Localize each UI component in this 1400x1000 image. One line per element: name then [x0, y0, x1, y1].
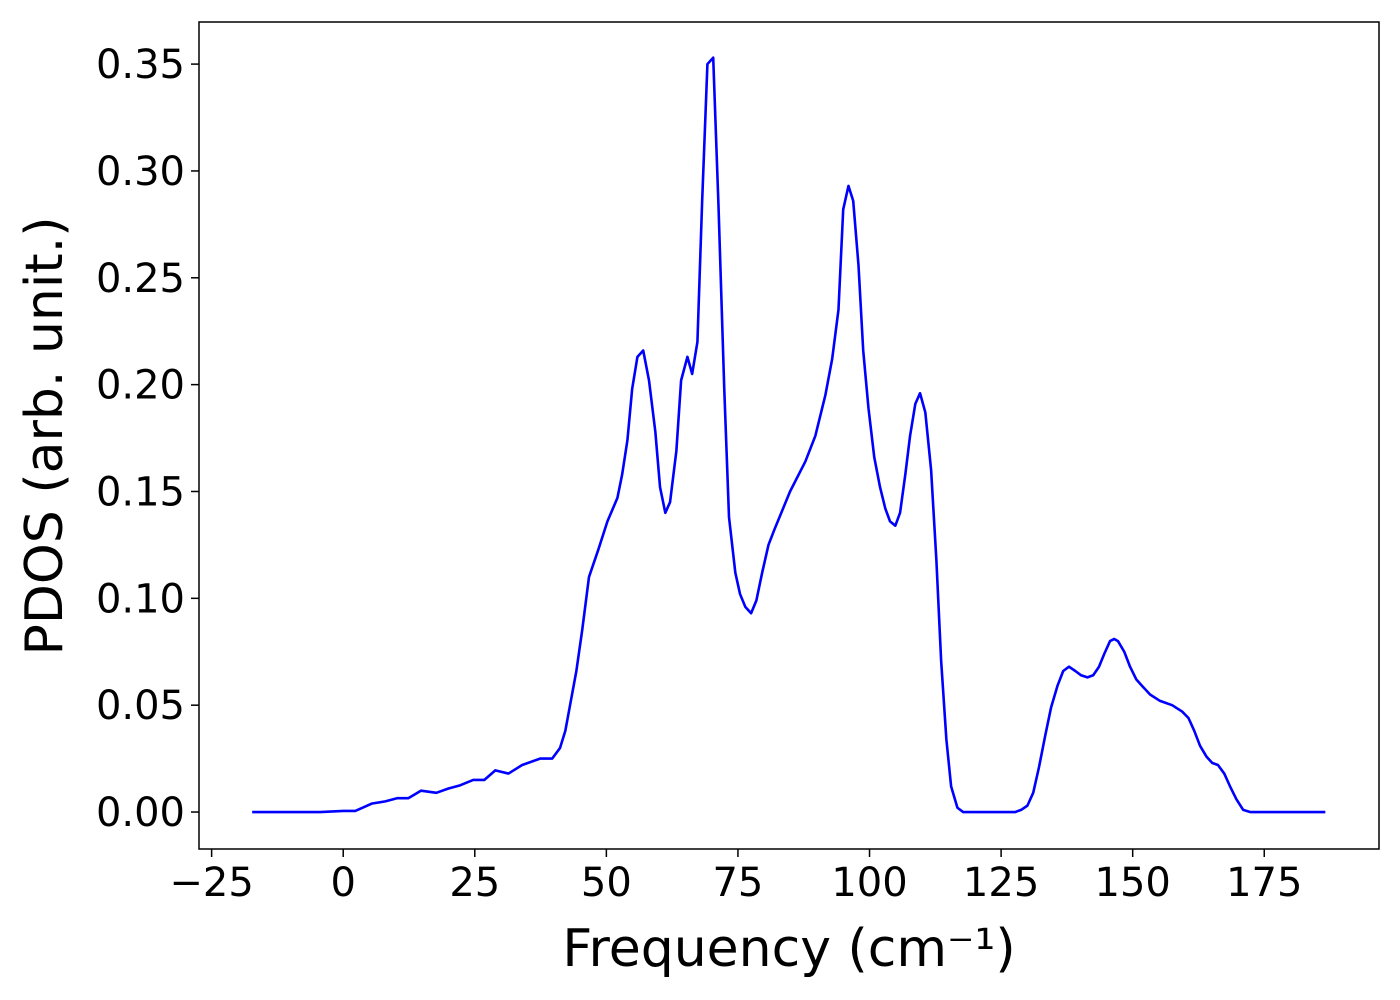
x-axis-label: Frequency (cm⁻¹) [562, 919, 1015, 979]
x-tick-label: 50 [581, 860, 632, 906]
y-tick-label: 0.05 [96, 683, 185, 729]
y-tick-label: 0.30 [96, 149, 185, 195]
y-tick-label: 0.20 [96, 363, 185, 409]
x-tick-label: 75 [712, 860, 763, 906]
y-tick-label: 0.00 [96, 790, 185, 836]
plot-frame [198, 21, 1380, 850]
y-tick-label: 0.15 [96, 469, 185, 515]
x-tick-label: 25 [449, 860, 500, 906]
x-tick-label: 175 [1226, 860, 1302, 906]
y-axis-label: PDOS (arb. unit.) [15, 216, 75, 655]
x-tick-label: 150 [1095, 860, 1171, 906]
data-line [252, 56, 1326, 814]
y-tick-label: 0.25 [96, 256, 185, 302]
y-tick-label: 0.10 [96, 576, 185, 622]
x-tick-label: 100 [831, 860, 907, 906]
x-tick-label: −25 [169, 860, 253, 906]
y-tick-label: 0.35 [96, 42, 185, 88]
x-tick-label: 0 [330, 860, 355, 906]
x-tick-label: 125 [963, 860, 1039, 906]
